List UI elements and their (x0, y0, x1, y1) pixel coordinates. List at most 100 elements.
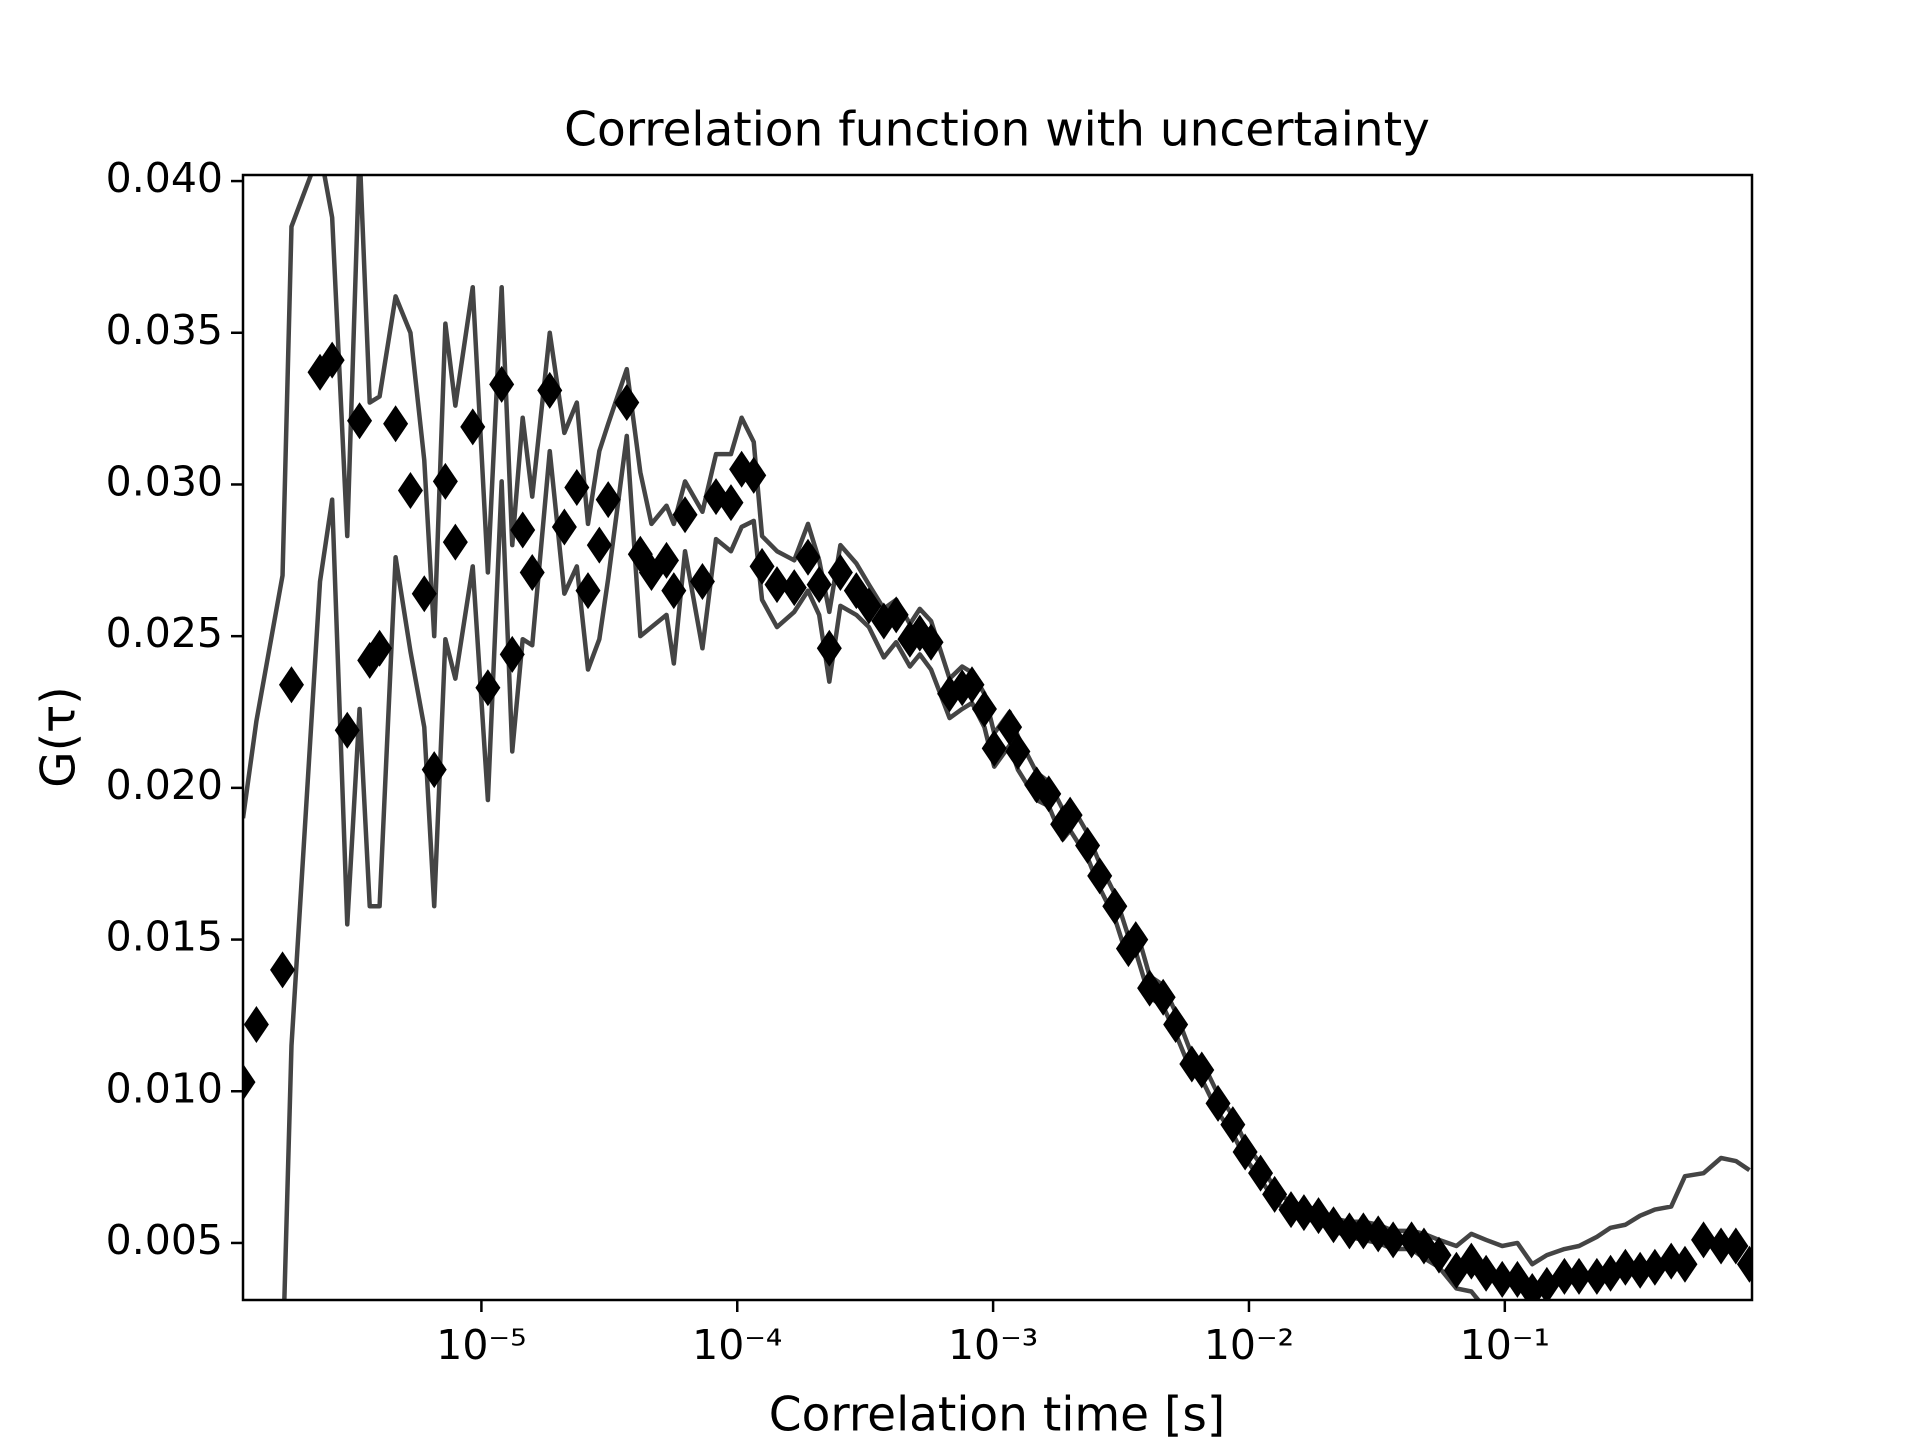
data-point (661, 572, 687, 610)
data-point (397, 472, 423, 510)
data-point (1102, 887, 1128, 925)
data-point (1627, 1251, 1653, 1289)
axes-frame (241, 173, 1754, 1302)
data-point (347, 402, 373, 440)
data-point (551, 508, 577, 546)
data-point (1691, 1221, 1717, 1259)
data-point (1150, 978, 1176, 1016)
data-point (741, 456, 767, 494)
y-tick-label: 0.010 (106, 1064, 223, 1112)
y-tick-label: 0.030 (106, 457, 223, 505)
data-point (411, 575, 437, 613)
data-point (764, 566, 790, 604)
data-point (595, 481, 621, 519)
data-point (1336, 1212, 1362, 1250)
x-axis-label: Correlation time [s] (769, 1388, 1225, 1440)
data-point (654, 541, 680, 579)
data-point (1005, 732, 1031, 770)
data-point (1534, 1266, 1560, 1300)
data-point (1708, 1227, 1734, 1265)
data-point (270, 951, 296, 989)
data-point (243, 1006, 269, 1044)
data-point (1672, 1245, 1698, 1283)
data-point (489, 365, 515, 403)
y-tick-label: 0.025 (106, 609, 223, 657)
data-point (1123, 921, 1149, 959)
x-tick-label: 10⁻⁴ (692, 1321, 782, 1369)
data-point (460, 408, 486, 446)
data-point (971, 690, 997, 728)
data-point (383, 405, 409, 443)
x-tick-label: 10⁻¹ (1460, 1321, 1550, 1369)
data-point (1057, 796, 1083, 834)
data-point (1736, 1245, 1752, 1283)
uncertainty-line (282, 433, 1482, 1300)
data-point (1163, 1006, 1189, 1044)
y-tick-label: 0.035 (106, 306, 223, 354)
data-point (1262, 1175, 1288, 1213)
data-point (816, 629, 842, 667)
data-point (564, 469, 590, 506)
data-point (1205, 1084, 1231, 1122)
data-point (1551, 1257, 1577, 1295)
chart-title: Correlation function with uncertainty (564, 103, 1430, 158)
x-tick-label: 10⁻⁵ (436, 1321, 526, 1369)
data-point (367, 629, 393, 667)
data-point (586, 526, 612, 564)
data-point (519, 553, 545, 591)
data-point (1380, 1221, 1406, 1259)
data-point (806, 566, 832, 604)
data-point (1426, 1236, 1452, 1274)
data-point (689, 563, 715, 601)
data-point (1350, 1212, 1376, 1250)
uncertainty-line (243, 175, 1751, 1267)
data-point (510, 511, 536, 549)
data-point (499, 635, 525, 673)
data-point (883, 596, 909, 634)
data-point (827, 553, 853, 591)
data-point (278, 666, 304, 704)
data-point (334, 711, 360, 749)
y-axis-label: G(τ) (32, 686, 87, 787)
data-point (1723, 1227, 1749, 1265)
data-point (718, 484, 744, 522)
y-tick-label: 0.040 (106, 154, 223, 202)
data-point (1220, 1106, 1246, 1144)
data-point (672, 496, 698, 534)
data-point (1248, 1154, 1274, 1192)
data-point (475, 669, 501, 707)
data-point (1612, 1248, 1638, 1286)
data-point (432, 462, 458, 500)
data-point (749, 547, 775, 585)
x-tick-label: 10⁻³ (948, 1321, 1038, 1369)
data-point (1189, 1051, 1215, 1089)
data-point (319, 341, 345, 379)
data-point (918, 623, 944, 661)
data-point (1566, 1257, 1592, 1295)
data-point (959, 666, 985, 704)
y-tick-label: 0.020 (106, 761, 223, 809)
data-point (614, 384, 640, 422)
data-point (537, 371, 563, 409)
plot-area (243, 175, 1752, 1300)
data-point (1036, 775, 1062, 813)
data-point (1075, 827, 1101, 865)
data-point (781, 569, 807, 607)
data-point (1232, 1133, 1258, 1171)
data-point (1489, 1260, 1515, 1298)
x-tick-label: 10⁻² (1204, 1321, 1294, 1369)
data-point (1087, 857, 1113, 895)
data-point (856, 587, 882, 625)
data-point (1519, 1273, 1545, 1300)
data-point (1291, 1194, 1317, 1232)
data-point (421, 751, 447, 789)
y-tick-label: 0.015 (106, 913, 223, 961)
data-point (243, 1063, 256, 1101)
y-tick-label: 0.005 (106, 1216, 223, 1264)
data-point (575, 572, 601, 610)
data-point (871, 602, 897, 640)
data-point (795, 538, 821, 576)
data-point (442, 523, 468, 561)
